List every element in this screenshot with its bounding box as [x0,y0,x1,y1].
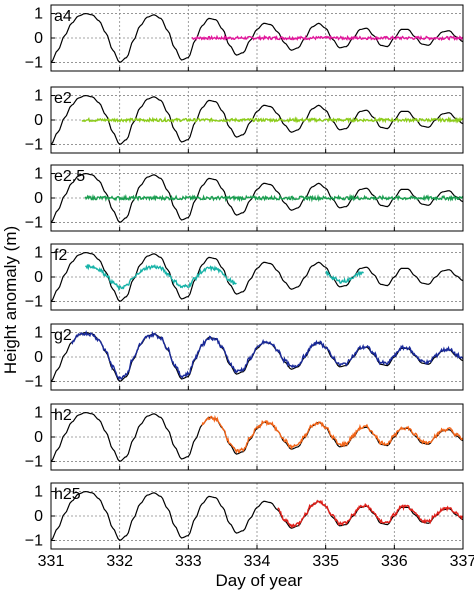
series-line [84,193,464,203]
panel-h25: −1 0 1 h25 [25,482,464,550]
y-tick-label: 0 [34,190,43,207]
panel-label: g2 [54,327,72,344]
series-line-segment [325,269,364,284]
y-tick-label: −1 [25,453,43,470]
reference-line [50,251,464,303]
x-tick-label: 331 [38,553,65,570]
panel-label: h25 [54,486,81,503]
panel-label: e2.5 [54,168,85,185]
x-tick-label: 335 [312,553,339,570]
x-tick-labels: 331 332 333 334 335 336 337 [38,553,474,570]
x-tick-label: 336 [381,553,408,570]
y-tick-label: 0 [34,30,43,47]
series-line [201,414,464,454]
panel-h2: −1 0 1 h2 [25,403,464,471]
panel-label: a4 [54,8,72,25]
panel-a4: −1 0 1 a4 [25,4,464,72]
y-tick-label: 0 [34,429,43,446]
y-tick-label: 0 [34,349,43,366]
panel-f2: −1 0 1 f2 [25,243,464,311]
panel-e2: −1 0 1 e2 [25,86,464,154]
x-tick-label: 332 [106,553,133,570]
panel-e2-5: −1 0 1 e2.5 [25,164,464,232]
reference-line [50,172,464,224]
reference-line [50,94,464,146]
series-line [277,499,464,529]
y-tick-label: 1 [34,6,43,23]
panel-g2: −1 0 1 g2 [25,323,464,391]
y-tick-label: −1 [25,532,43,549]
x-tick-label: 333 [175,553,202,570]
panel-label: f2 [54,247,67,264]
y-tick-label: 1 [34,245,43,262]
series-line [81,116,464,124]
x-tick-label: 334 [244,553,271,570]
panel-label: e2 [54,90,72,107]
y-tick-label: −1 [25,214,43,231]
reference-line [50,411,464,463]
y-tick-label: 1 [34,484,43,501]
series-line [85,263,237,292]
x-axis-label: Day of year [216,571,303,590]
y-tick-label: 0 [34,508,43,525]
series-line [191,34,464,42]
y-tick-label: 1 [34,405,43,422]
y-tick-label: 0 [34,269,43,286]
x-tick-label: 337 [450,553,474,570]
y-tick-label: 1 [34,166,43,183]
y-tick-label: −1 [25,373,43,390]
y-axis-label: Height anomaly (m) [1,226,20,374]
panel-label: h2 [54,407,72,424]
y-tick-label: 1 [34,88,43,105]
y-tick-label: −1 [25,293,43,310]
y-tick-label: 1 [34,325,43,342]
series-line [70,329,464,381]
y-tick-label: 0 [34,112,43,129]
panels-group: −101 a4−101 e2−101 e2.5−101 f2−101 g2−101 h2−1… [25,4,464,550]
y-tick-label: −1 [25,54,43,71]
y-tick-label: −1 [25,136,43,153]
